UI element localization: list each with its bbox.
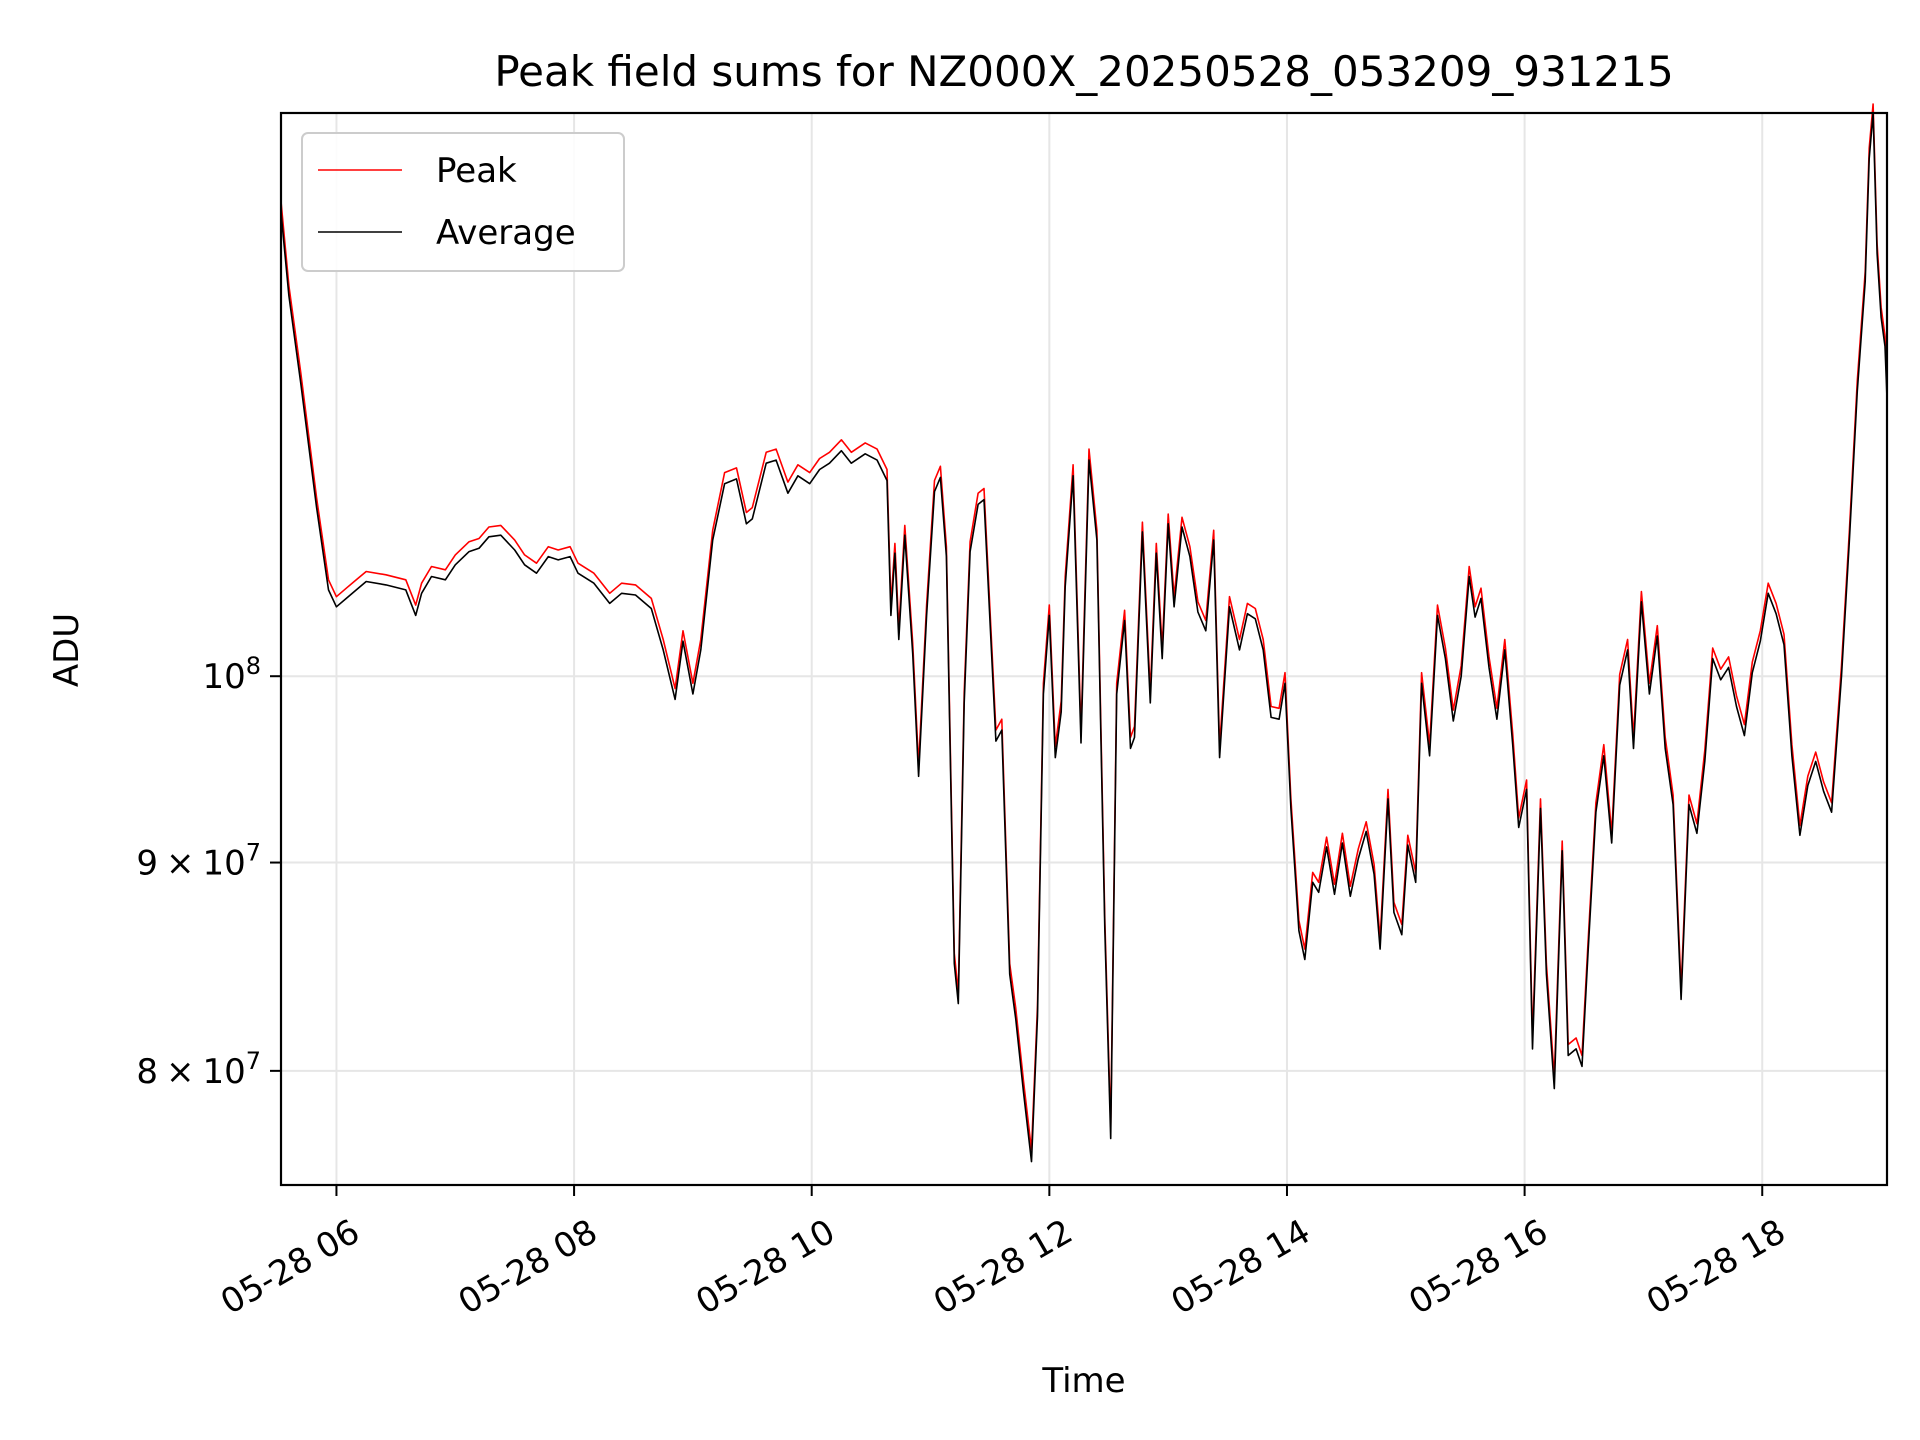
y-tick-ten: 10 — [202, 1052, 245, 1092]
y-tick-exponent: 7 — [246, 1047, 261, 1075]
y-tick-times: × — [166, 1052, 195, 1092]
legend: Peak Average — [301, 132, 625, 272]
legend-label-peak: Peak — [436, 151, 517, 191]
y-tick-ten: 10 — [202, 844, 245, 884]
legend-box — [301, 132, 625, 272]
x-axis-label: Time — [1041, 1361, 1125, 1401]
series-line-average — [280, 112, 1888, 1163]
y-tick-base: 8 — [136, 1052, 158, 1092]
y-tick-base: 9 — [136, 844, 158, 884]
series-layer — [280, 103, 1888, 1163]
plot-frame — [279, 111, 1889, 1187]
chart-title: Peak field sums for NZ000X_20250528_0532… — [494, 47, 1673, 96]
legend-label-average: Average — [436, 213, 576, 253]
y-tick-label: 108 — [202, 652, 261, 697]
y-tick-exponent: 8 — [246, 652, 261, 680]
y-axis-label: ADU — [47, 613, 87, 687]
y-tick-times: × — [166, 844, 195, 884]
y-tick-ten: 10 — [202, 657, 245, 697]
y-tick-label: 9 × 107 — [136, 839, 261, 884]
y-tick-exponent: 7 — [246, 839, 261, 867]
y-tick-label: 8 × 107 — [136, 1047, 261, 1092]
